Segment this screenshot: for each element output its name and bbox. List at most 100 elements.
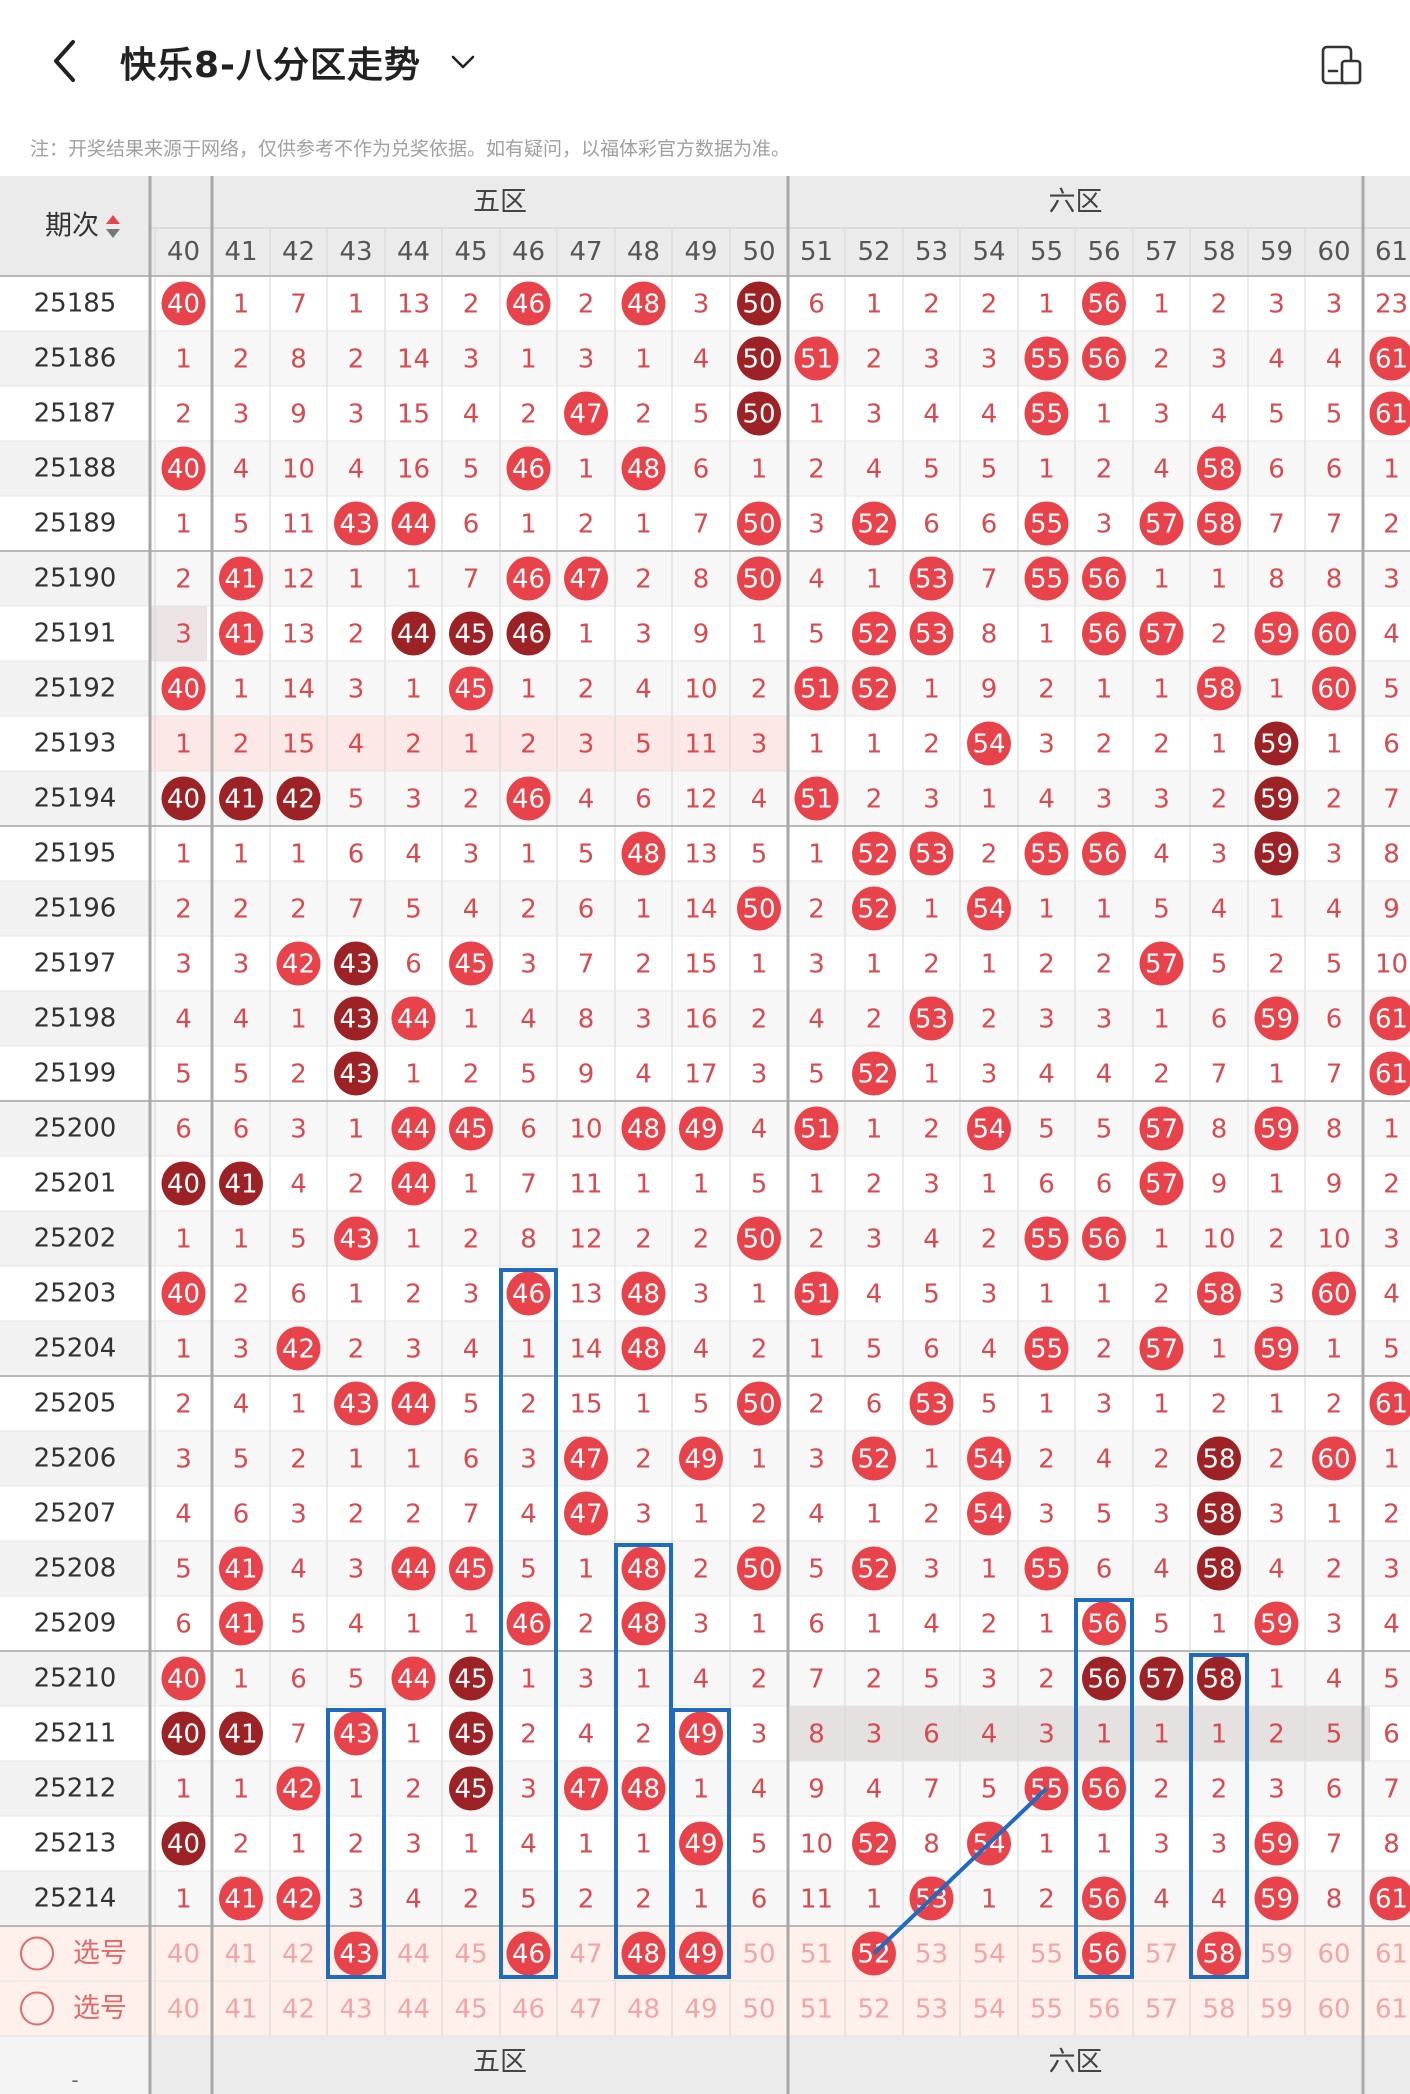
miss-count: 1 — [1211, 1720, 1228, 1750]
selected-ball[interactable]: 46 — [506, 1931, 551, 1976]
period-cell-bg — [0, 881, 150, 936]
select-number[interactable]: 43 — [339, 1995, 372, 2025]
selected-ball[interactable]: 56 — [1082, 1931, 1126, 1976]
split-view-button[interactable] — [1318, 42, 1366, 88]
selected-ball[interactable]: 49 — [679, 1931, 723, 1976]
select-radio[interactable] — [20, 1936, 54, 1971]
annotation-box — [499, 1268, 558, 1979]
period-number: 25213 — [34, 1829, 117, 1859]
miss-count: 2 — [1153, 1280, 1170, 1310]
select-number[interactable]: 40 — [167, 1940, 200, 1970]
select-number[interactable]: 54 — [972, 1940, 1005, 1970]
select-number[interactable]: 47 — [569, 1995, 602, 2025]
miss-count: 2 — [693, 1555, 710, 1585]
miss-count: 3 — [635, 1005, 652, 1035]
select-number[interactable]: 60 — [1317, 1940, 1350, 1970]
select-number[interactable]: 50 — [742, 1940, 775, 1970]
selected-ball[interactable]: 43 — [334, 1931, 378, 1976]
select-number[interactable]: 57 — [1145, 1940, 1178, 1970]
miss-count: 2 — [1096, 1335, 1113, 1365]
number-ball: 57 — [1139, 941, 1184, 986]
column-number: 49 — [684, 237, 717, 267]
select-number[interactable]: 45 — [454, 1995, 487, 2025]
title-dropdown[interactable]: 快乐8-八分区走势 — [120, 30, 475, 94]
select-number[interactable]: 44 — [397, 1995, 430, 2025]
miss-count: 1 — [1153, 1390, 1170, 1420]
select-number[interactable]: 55 — [1030, 1995, 1063, 2025]
miss-count: 5 — [175, 1555, 192, 1585]
svg-text:60: 60 — [1317, 1445, 1350, 1475]
select-number[interactable]: 56 — [1087, 1995, 1120, 2025]
miss-count: 2 — [635, 1720, 652, 1750]
miss-count: 6 — [1326, 1005, 1343, 1035]
number-ball: 59 — [1254, 1326, 1299, 1371]
select-number[interactable]: 48 — [627, 1995, 660, 2025]
miss-count: 2 — [1326, 1555, 1343, 1585]
miss-count: 2 — [981, 840, 998, 870]
select-number[interactable]: 40 — [167, 1995, 200, 2025]
select-radio[interactable] — [20, 1991, 54, 2026]
select-number[interactable]: 46 — [512, 1995, 545, 2025]
select-number[interactable]: 53 — [915, 1940, 948, 1970]
miss-count: 14 — [397, 345, 430, 375]
number-ball: 40 — [161, 776, 206, 821]
select-number[interactable]: 57 — [1145, 1995, 1178, 2025]
back-button[interactable] — [44, 36, 84, 86]
select-number[interactable]: 42 — [282, 1940, 315, 1970]
number-ball: 44 — [391, 1106, 436, 1151]
miss-count: 5 — [923, 455, 940, 485]
select-number[interactable]: 54 — [972, 1995, 1005, 2025]
select-number[interactable]: 45 — [454, 1940, 487, 1970]
select-number[interactable]: 59 — [1260, 1940, 1293, 1970]
select-number[interactable]: 51 — [800, 1940, 833, 1970]
svg-text:58: 58 — [1202, 1555, 1235, 1585]
select-number[interactable]: 52 — [857, 1995, 890, 2025]
select-number[interactable]: 58 — [1202, 1995, 1235, 2025]
svg-text:48: 48 — [627, 1775, 660, 1805]
miss-count: 3 — [923, 1170, 940, 1200]
select-number[interactable]: 51 — [800, 1995, 833, 2025]
select-number[interactable]: 44 — [397, 1940, 430, 1970]
miss-count: 15 — [569, 1390, 602, 1420]
svg-text:40: 40 — [167, 1665, 200, 1695]
select-number[interactable]: 59 — [1260, 1995, 1293, 2025]
number-ball: 55 — [1024, 501, 1069, 546]
miss-count: 11 — [569, 1170, 602, 1200]
select-number[interactable]: 61 — [1375, 1995, 1408, 2025]
select-number[interactable]: 53 — [915, 1995, 948, 2025]
trend-table[interactable]: 期次 五区 五区 六区 六区 40 41 42 43 44 45 46 47 48 49 50 51 52 53 54… — [0, 176, 1410, 2094]
select-number[interactable]: 55 — [1030, 1940, 1063, 1970]
number-ball: 60 — [1312, 1271, 1356, 1316]
select-number[interactable]: 42 — [282, 1995, 315, 2025]
number-ball: 44 — [391, 1381, 436, 1426]
select-number[interactable]: 41 — [224, 1940, 257, 1970]
miss-count: 5 — [808, 620, 825, 650]
select-number[interactable]: 50 — [742, 1995, 775, 2025]
period-number: 25200 — [34, 1114, 117, 1144]
number-ball: 58 — [1197, 1656, 1241, 1701]
number-ball: 58 — [1197, 501, 1241, 546]
select-number[interactable]: 61 — [1375, 1940, 1408, 1970]
select-number[interactable]: 47 — [569, 1940, 602, 1970]
miss-count: 12 — [684, 785, 717, 815]
selected-ball[interactable]: 48 — [621, 1931, 666, 1976]
svg-text:53: 53 — [915, 840, 948, 870]
number-ball: 55 — [1024, 556, 1069, 601]
selected-ball[interactable]: 58 — [1197, 1931, 1241, 1976]
miss-count: 5 — [1153, 1610, 1170, 1640]
miss-count: 2 — [463, 290, 480, 320]
number-ball: 58 — [1197, 1546, 1241, 1591]
miss-count: 1 — [866, 1500, 883, 1530]
number-ball: 59 — [1254, 831, 1299, 876]
miss-count: 2 — [751, 1500, 768, 1530]
number-ball: 57 — [1139, 1106, 1184, 1151]
miss-count: 1 — [635, 1665, 652, 1695]
select-number[interactable]: 49 — [684, 1995, 717, 2025]
miss-count: 2 — [635, 400, 652, 430]
select-number[interactable]: 41 — [224, 1995, 257, 2025]
table-row — [150, 606, 1410, 661]
column-number: 46 — [512, 237, 545, 267]
miss-count: 8 — [923, 1830, 940, 1860]
svg-text:42: 42 — [282, 1775, 315, 1805]
select-number[interactable]: 60 — [1317, 1995, 1350, 2025]
